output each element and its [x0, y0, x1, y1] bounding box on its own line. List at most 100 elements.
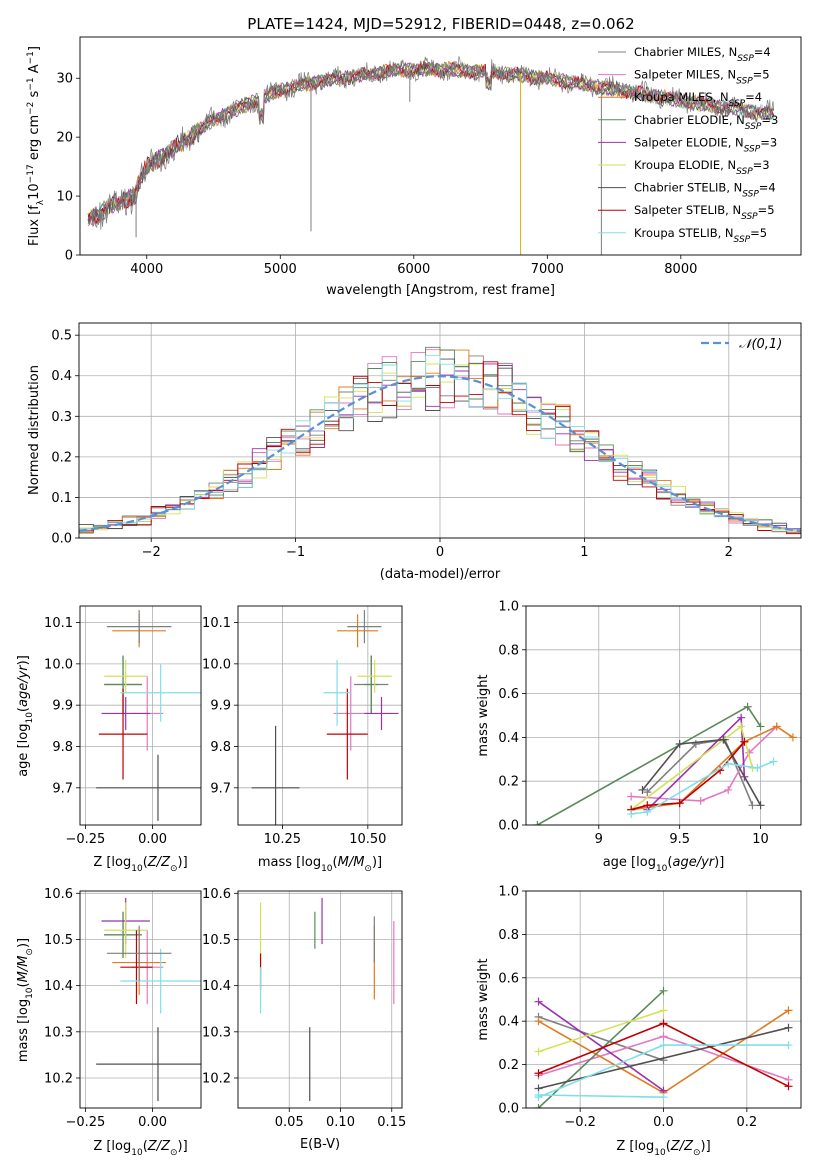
y-tick-label: 0.1 — [51, 491, 72, 506]
y-tick-label: 9.9 — [210, 699, 231, 714]
weight-marker — [675, 799, 684, 808]
y-axis-label: mass [log10(M/M⊙)] — [16, 938, 35, 1062]
weight-line-0 — [538, 1016, 664, 1062]
y-tick-label: 30 — [56, 72, 73, 87]
x-axis-label: age [log10(age/yr)] — [603, 855, 725, 874]
x-tick-label: 1 — [580, 545, 588, 560]
plot-area-mass_vs_ebv — [259, 897, 395, 1102]
weight-marker — [627, 810, 636, 819]
x-tick-label: 4000 — [130, 262, 163, 277]
legend-label-0: Chabrier MILES, NSSP=4 — [634, 45, 771, 64]
weight-marker — [534, 1017, 543, 1026]
y-tick-label: 9.7 — [52, 781, 73, 796]
weight-marker — [533, 821, 542, 825]
x-tick-label: 0.15 — [377, 1115, 406, 1130]
weight-line-9 — [538, 1094, 664, 1098]
x-tick-label: 2 — [725, 545, 733, 560]
y-tick-label: 9.8 — [210, 740, 231, 755]
weight-marker — [643, 807, 652, 816]
x-tick-label: −0.2 — [564, 1115, 596, 1130]
x-tick-label: 0.2 — [736, 1115, 757, 1130]
plot-area-spectrum — [87, 56, 775, 255]
x-tick-label: 0.10 — [326, 1115, 355, 1130]
weight-marker — [753, 764, 762, 773]
weight-marker — [643, 788, 652, 797]
x-tick-label: 9.5 — [669, 832, 690, 847]
axes-frame — [79, 36, 802, 256]
legend-label-3: Chabrier ELODIE, NSSP=3 — [634, 113, 778, 132]
weight-marker — [534, 1104, 543, 1108]
weight-marker — [784, 1041, 793, 1050]
weight-marker — [719, 735, 728, 744]
weight-marker — [659, 1006, 668, 1015]
y-axis-label: age [log10(age/yr)] — [16, 655, 35, 777]
weight-marker — [737, 722, 746, 731]
x-tick-label: 8000 — [664, 262, 697, 277]
y-tick-label: 0 — [65, 249, 73, 264]
chart-mass_vs_Z: −0.25 0.00 10.2 10.3 10.4 10.5 10.6 Z [log10(Z/… — [16, 887, 202, 1158]
weight-marker — [659, 1032, 668, 1041]
weight-marker — [638, 785, 647, 794]
weight-line-6 — [538, 1026, 789, 1090]
y-tick-label: 10.1 — [44, 616, 73, 631]
y-tick-label: 0.8 — [498, 643, 519, 658]
y-axis-label: mass weight — [476, 674, 491, 756]
plot-area-residuals — [79, 346, 801, 535]
chart-age_vs_Z: −0.25 0.00 9.7 9.8 9.9 10.0 10.1 Z [log10(Z/Z⊙)… — [16, 605, 202, 874]
y-axis-label: Normed distribution — [27, 365, 42, 495]
hist-series-7 — [79, 361, 801, 535]
weight-line-3 — [537, 990, 665, 1108]
y-tick-label: 0.4 — [498, 1015, 519, 1030]
axes-frame — [78, 322, 802, 539]
x-tick-label: −1 — [286, 545, 305, 560]
y-axis-label: mass weight — [476, 958, 491, 1040]
weight-marker — [724, 785, 733, 794]
y-tick-label: 10.6 — [44, 887, 73, 902]
chart-mass_vs_ebv: 0.05 0.10 0.15 10.2 10.3 10.4 10.5 10.6 E(B-V) — [202, 887, 406, 1152]
y-tick-label: 10 — [56, 190, 73, 205]
axes-frame — [79, 890, 202, 1109]
y-tick-label: 1.0 — [498, 600, 519, 615]
spectrum-line-0 — [87, 56, 775, 230]
x-axis-label: wavelength [Angstrom, rest frame] — [326, 283, 555, 298]
legend-label-6: Chabrier STELIB, NSSP=4 — [634, 181, 776, 200]
x-tick-label: 7000 — [531, 262, 564, 277]
plot-area-age_vs_Z — [96, 610, 201, 821]
y-tick-label: 0.0 — [498, 1102, 519, 1117]
weight-marker — [659, 1093, 668, 1102]
plot-area-mass_vs_Z — [96, 897, 201, 1102]
y-tick-label: 0.2 — [498, 775, 519, 790]
weight-marker — [772, 722, 781, 731]
weight-marker — [724, 759, 733, 768]
weight-marker — [659, 1019, 668, 1028]
y-tick-label: 10.3 — [44, 1025, 73, 1040]
chart-mass_weight_age: 9 9.5 10 0.0 0.2 0.4 0.6 0.8 1.0 mass weight age [… — [476, 600, 802, 874]
axes-frame — [525, 890, 802, 1109]
y-tick-label: 0.4 — [498, 731, 519, 746]
y-tick-label: 1.0 — [498, 885, 519, 900]
x-tick-label: 6000 — [397, 262, 430, 277]
weight-marker — [691, 739, 700, 748]
y-tick-label: 0.4 — [51, 369, 72, 384]
x-axis-label: (data-model)/error — [380, 567, 501, 582]
weight-marker — [769, 757, 778, 766]
x-axis-label: Z [log10(Z/Z⊙)] — [93, 855, 187, 874]
y-tick-label: 0.0 — [498, 819, 519, 834]
weight-line-6 — [641, 738, 762, 806]
y-tick-label: 0.2 — [498, 1058, 519, 1073]
weight-marker — [534, 997, 543, 1006]
y-tick-label: 10.2 — [202, 1071, 231, 1086]
y-tick-label: 10.4 — [202, 979, 231, 994]
y-tick-label: 0.6 — [498, 687, 519, 702]
weight-marker — [784, 1023, 793, 1032]
y-tick-label: 0.0 — [51, 532, 72, 547]
x-axis-label: Z [log10(Z/Z⊙)] — [616, 1139, 710, 1158]
weight-marker — [784, 1006, 793, 1015]
x-tick-label: −0.25 — [65, 832, 105, 847]
y-axis-label: Flux [fλ10−17 erg cm−2 s−1 A−1] — [26, 46, 46, 246]
weight-marker — [748, 801, 757, 810]
weight-marker — [743, 702, 752, 711]
legend-label-7: Salpeter STELIB, NSSP=5 — [634, 203, 775, 222]
plot-area-age_vs_mass — [251, 610, 399, 825]
